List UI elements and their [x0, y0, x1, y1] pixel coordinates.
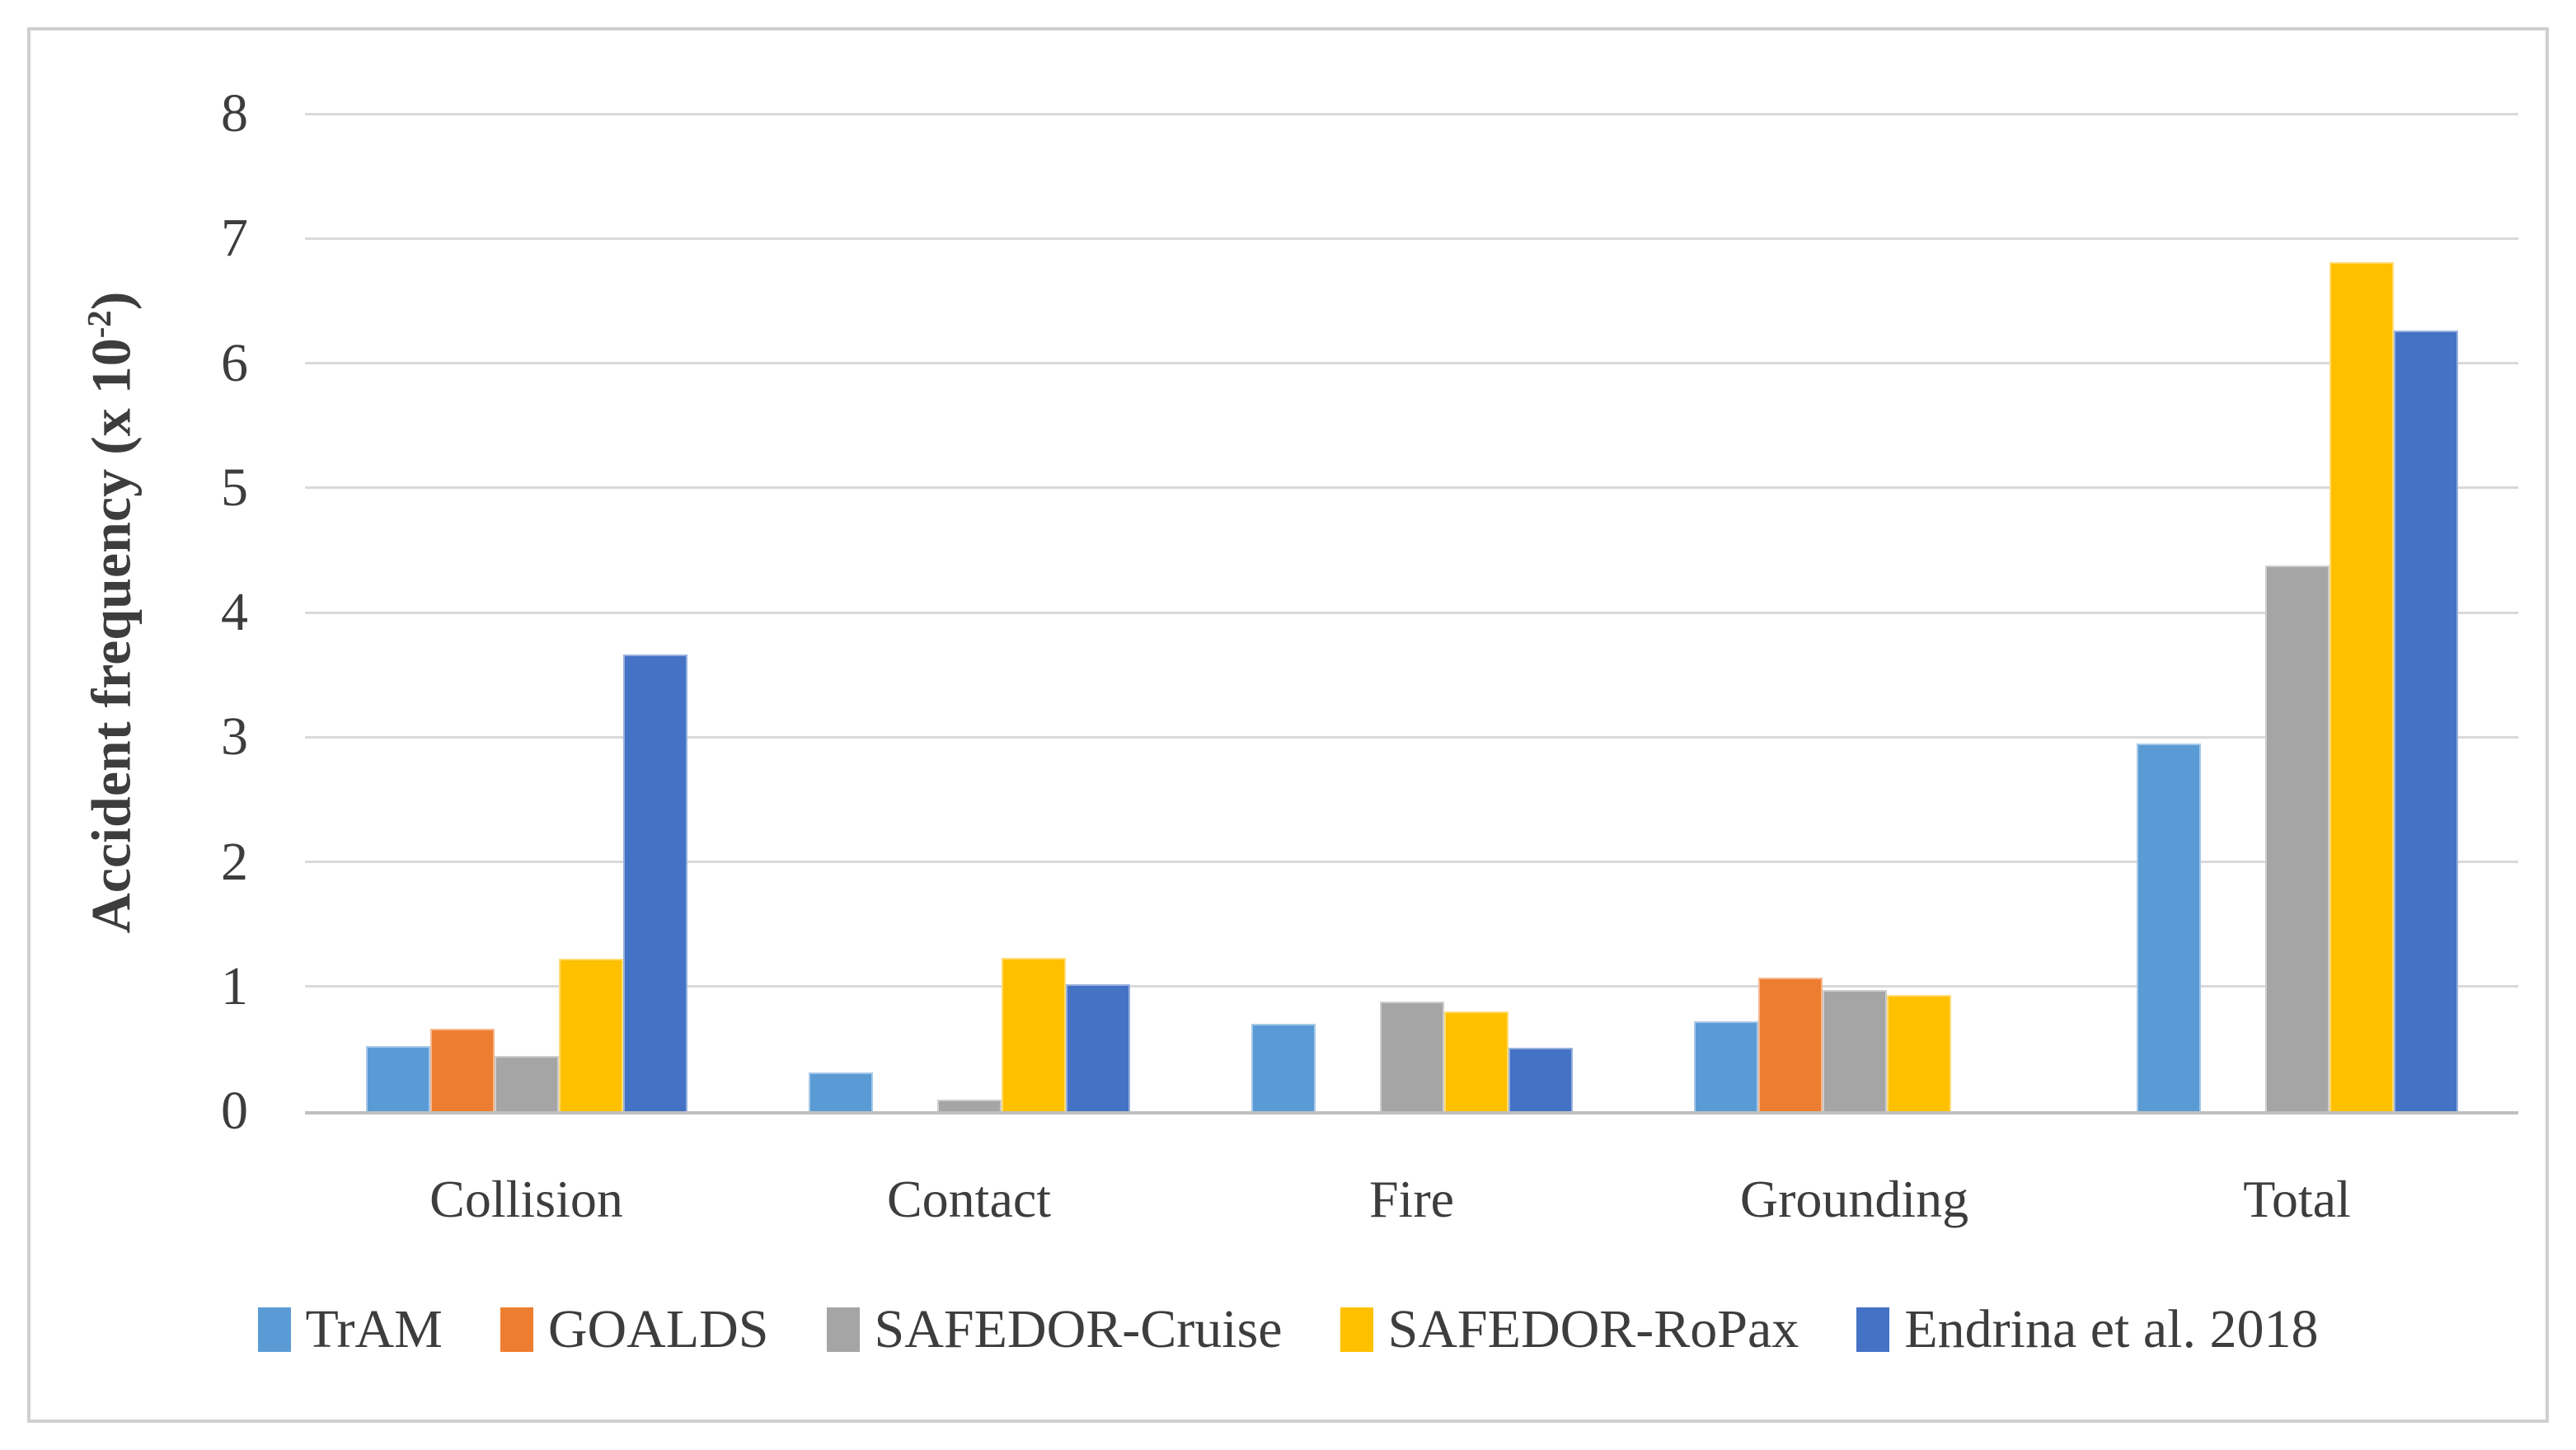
gridline-y8	[305, 112, 2518, 115]
legend-swatch-goalds	[500, 1307, 533, 1352]
y-axis-title-close: )	[79, 291, 143, 311]
category-label-grounding: Grounding	[1739, 1170, 1969, 1228]
bar-safedor-ropax-collision	[558, 959, 623, 1111]
bar-safedor-cruise-contact	[936, 1100, 1002, 1111]
bar-tram-contact	[808, 1072, 873, 1111]
bar-safedor-cruise-fire	[1379, 1001, 1444, 1111]
legend-label-endrina-et-al-2018: Endrina et al. 2018	[1904, 1299, 2319, 1359]
y-tick-label-3: 3	[221, 706, 248, 767]
legend-swatch-endrina-et-al-2018	[1856, 1307, 1890, 1352]
bar-tram-grounding	[1693, 1021, 1758, 1111]
x-axis-category-labels: Collision Contact Fire Grounding Total	[305, 1170, 2518, 1228]
bar-safedor-ropax-total	[2329, 262, 2394, 1111]
bar-safedor-cruise-grounding	[1822, 990, 1887, 1111]
category-label-contact: Contact	[886, 1170, 1052, 1228]
legend-label-safedor-cruise: SAFEDOR-Cruise	[874, 1299, 1283, 1359]
bar-series-area	[305, 114, 2518, 1111]
y-tick-label-4: 4	[221, 582, 248, 642]
gridline-y5	[305, 486, 2518, 490]
bar-tram-collision	[365, 1046, 430, 1111]
category-label-total: Total	[2243, 1170, 2351, 1228]
legend-label-safedor-ropax: SAFEDOR-RoPax	[1387, 1299, 1799, 1359]
legend-item-safedor-ropax: SAFEDOR-RoPax	[1340, 1298, 1799, 1361]
gridline-y1	[305, 985, 2518, 988]
bar-tram-total	[2136, 743, 2201, 1111]
y-axis-title-superscript: -2	[80, 310, 118, 339]
bar-group-total	[2076, 114, 2518, 1111]
bar-safedor-ropax-grounding	[1886, 995, 1951, 1111]
bar-group-collision	[305, 114, 748, 1111]
legend-swatch-safedor-cruise	[826, 1307, 860, 1352]
legend-label-goalds: GOALDS	[547, 1299, 769, 1359]
y-tick-label-2: 2	[221, 831, 248, 892]
bar-endrina-et-al-2018-total	[2393, 331, 2458, 1111]
bar-goalds-collision	[429, 1029, 495, 1111]
y-tick-label-1: 1	[221, 955, 248, 1016]
y-tick-label-0: 0	[221, 1081, 248, 1141]
bar-safedor-ropax-fire	[1443, 1011, 1509, 1111]
gridline-y3	[305, 735, 2518, 739]
legend-label-tram: TrAM	[305, 1299, 443, 1359]
legend-item-tram: TrAM	[257, 1298, 443, 1361]
legend-swatch-tram	[257, 1307, 291, 1352]
bar-endrina-et-al-2018-fire	[1508, 1047, 1573, 1111]
category-label-fire: Fire	[1368, 1170, 1455, 1228]
gridline-y4	[305, 611, 2518, 614]
y-tick-label-8: 8	[221, 83, 248, 143]
legend-item-endrina-et-al-2018: Endrina et al. 2018	[1856, 1298, 2319, 1361]
y-tick-label-6: 6	[221, 332, 248, 393]
legend-item-safedor-cruise: SAFEDOR-Cruise	[826, 1298, 1283, 1361]
gridline-y2	[305, 861, 2518, 863]
bar-group-grounding	[1633, 114, 2076, 1111]
y-tick-label-7: 7	[221, 208, 248, 269]
y-tick-label-5: 5	[221, 457, 248, 518]
bar-safedor-cruise-collision	[494, 1056, 559, 1111]
bar-safedor-ropax-contact	[1001, 957, 1066, 1111]
bar-endrina-et-al-2018-contact	[1065, 983, 1130, 1111]
bar-group-fire	[1190, 114, 1633, 1111]
bar-group-contact	[748, 114, 1190, 1111]
bar-endrina-et-al-2018-collision	[622, 655, 687, 1111]
legend-swatch-safedor-ropax	[1340, 1307, 1373, 1352]
bar-tram-fire	[1250, 1024, 1316, 1111]
plot-area	[305, 112, 2518, 1114]
legend-item-goalds: GOALDS	[500, 1298, 769, 1361]
legend: TrAM GOALDS SAFEDOR-Cruise SAFEDOR-RoPax End…	[30, 1298, 2546, 1361]
bar-goalds-grounding	[1757, 978, 1823, 1111]
category-label-collision: Collision	[429, 1170, 623, 1228]
gridline-y6	[305, 362, 2518, 364]
gridline-y7	[305, 237, 2518, 240]
bar-safedor-cruise-total	[2264, 565, 2330, 1111]
